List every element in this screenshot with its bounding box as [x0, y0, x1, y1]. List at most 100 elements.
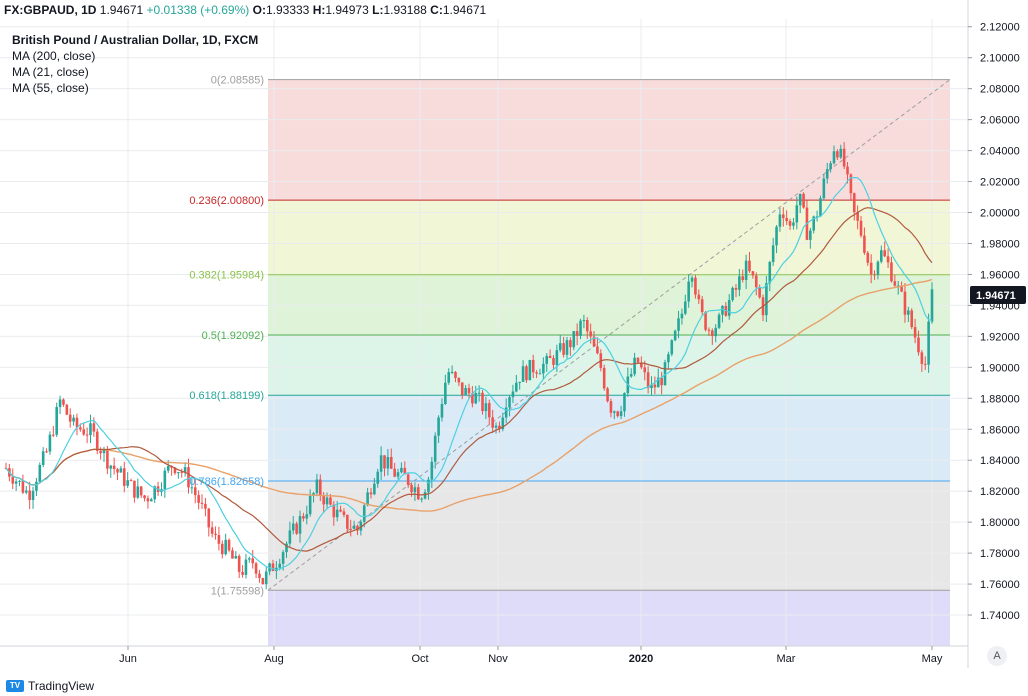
candle-body: [356, 525, 359, 531]
candle-body: [163, 470, 167, 490]
fib-label: 0.382(1.95984): [189, 270, 264, 282]
candle-body: [204, 503, 207, 509]
candle-body: [288, 530, 292, 544]
candle-body: [896, 285, 900, 287]
last-price: 1.94671: [99, 3, 144, 17]
candle-body: [318, 479, 322, 496]
x-tick-label: 2020: [629, 653, 653, 665]
low-value: 1.93188: [383, 3, 427, 17]
candle-body: [335, 509, 339, 518]
candle-body: [298, 516, 302, 534]
candle-body: [99, 450, 102, 454]
ma55-line: [5, 207, 933, 552]
candle-body: [842, 148, 846, 167]
candle-body: [332, 504, 336, 518]
price-axis[interactable]: 2.12000 2.10000 2.08000 2.06000 2.04000 2.020…: [967, 0, 1020, 668]
candle-body: [910, 310, 914, 328]
candle-body: [781, 214, 785, 219]
candle-body: [89, 423, 92, 436]
candle-body: [569, 340, 572, 348]
candle-body: [471, 393, 474, 404]
y-tick-label: 1.90000: [980, 362, 1020, 374]
candle-body: [650, 384, 653, 389]
candle-body: [927, 321, 930, 365]
candle-body: [717, 314, 721, 328]
candle-body: [41, 451, 45, 465]
candle-body: [758, 287, 761, 298]
candle-body: [271, 563, 275, 572]
candle-body: [92, 423, 96, 432]
auto-scale-button[interactable]: A: [987, 646, 1007, 666]
y-tick-label: 1.98000: [980, 238, 1020, 250]
candle-body: [139, 486, 143, 496]
y-tick-label: 2.08000: [980, 84, 1020, 96]
candle-body: [880, 250, 883, 262]
candle-body: [450, 371, 454, 373]
candle-body: [109, 465, 113, 469]
fibonacci-labels: 0(2.08585) 0.236(2.00800) 0.382(1.95984) 0.…: [189, 75, 264, 598]
candle-body: [102, 449, 106, 454]
x-tick-label: Mar: [777, 653, 796, 665]
candle-body: [555, 350, 559, 365]
candle-body: [244, 559, 248, 575]
candle-body: [511, 391, 515, 398]
candle-body: [241, 571, 244, 575]
candle-body: [552, 358, 555, 365]
x-tick-label: Nov: [488, 653, 508, 665]
candle-body: [697, 294, 701, 300]
candle-body: [85, 434, 89, 436]
candle-body: [498, 425, 501, 430]
candle-body: [785, 218, 788, 222]
fib-label: 1(1.75598): [211, 585, 264, 597]
candle-body: [775, 226, 778, 246]
tradingview-branding[interactable]: TV TradingView: [6, 679, 94, 693]
low-label: L:: [372, 3, 384, 17]
time-axis[interactable]: Jun Aug Oct Nov 2020 Mar May: [0, 645, 968, 665]
candle-body: [166, 465, 170, 471]
candle-body: [362, 505, 366, 522]
candle-body: [231, 550, 234, 559]
candle-body: [754, 275, 758, 288]
candle-body: [224, 539, 227, 555]
candle-body: [484, 403, 488, 412]
candle-body: [474, 393, 478, 404]
y-tick-label: 1.96000: [980, 269, 1020, 281]
candle-body: [45, 451, 48, 453]
candle-body: [349, 528, 353, 530]
candle-body: [829, 163, 832, 170]
candle-body: [359, 521, 363, 531]
candle-body: [173, 467, 177, 474]
candle-body: [663, 362, 667, 386]
candle-body: [825, 169, 829, 179]
candle-body: [741, 276, 745, 280]
candle-body: [433, 435, 437, 462]
candle-body: [727, 300, 731, 316]
close-label: C:: [430, 3, 443, 17]
candle-body: [285, 543, 288, 553]
fib-label: 0(2.08585): [211, 75, 264, 87]
candle-body: [79, 427, 82, 430]
candle-body: [322, 495, 325, 505]
fib-label: 0.618(1.88199): [189, 390, 264, 402]
candle-body: [907, 310, 910, 315]
x-tick-label: Jun: [119, 653, 137, 665]
candle-body: [869, 262, 873, 275]
candle-body: [177, 472, 180, 474]
candle-body: [508, 397, 511, 408]
candle-body: [410, 484, 413, 493]
fibonacci-trend-line[interactable]: [267, 79, 951, 591]
candle-body: [873, 274, 876, 276]
legend-ma21[interactable]: MA (21, close): [12, 65, 89, 79]
candle-body: [849, 174, 853, 194]
candle-body: [339, 509, 342, 512]
candle-body: [913, 327, 917, 338]
candle-body: [65, 404, 69, 415]
legend-ma200[interactable]: MA (200, close): [12, 49, 96, 63]
legend-ma55[interactable]: MA (55, close): [12, 81, 89, 95]
candle-body: [24, 490, 28, 493]
candle-body: [836, 151, 839, 158]
candle-body: [193, 487, 197, 496]
fib-zone: [268, 274, 950, 335]
open-value: 1.93333: [265, 3, 310, 17]
